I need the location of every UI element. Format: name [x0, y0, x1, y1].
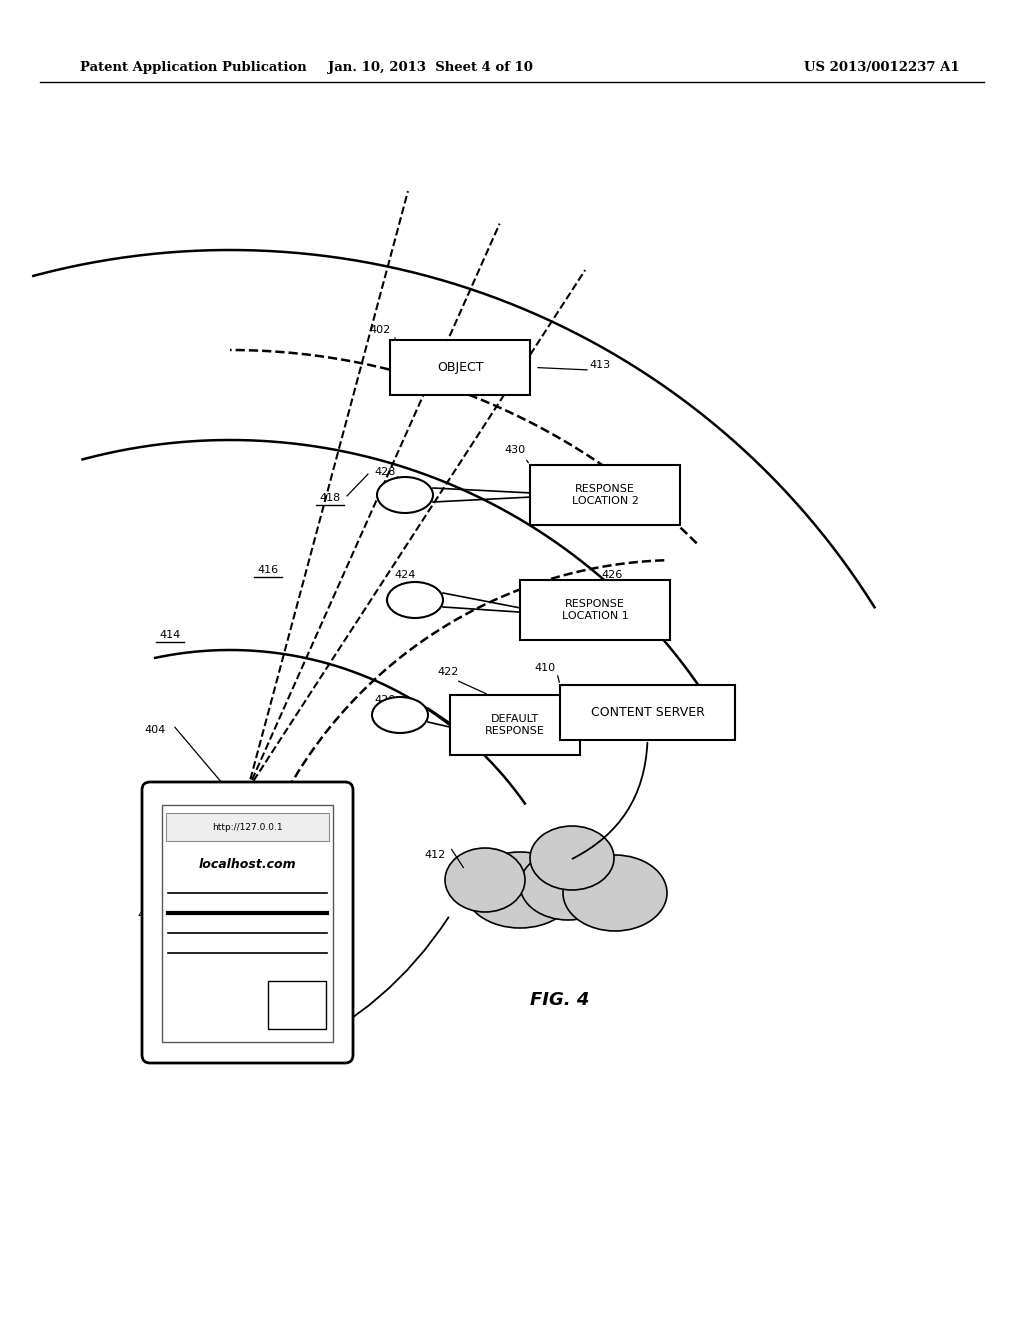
Text: 420: 420: [375, 696, 395, 705]
Bar: [560, 685, 735, 741]
Text: 406: 406: [189, 795, 211, 805]
Text: 404: 404: [144, 725, 166, 735]
Text: Jan. 10, 2013  Sheet 4 of 10: Jan. 10, 2013 Sheet 4 of 10: [328, 62, 532, 74]
Text: 413: 413: [590, 360, 610, 370]
Text: 408: 408: [137, 909, 159, 920]
Text: 426: 426: [601, 570, 623, 579]
Ellipse shape: [563, 855, 667, 931]
Text: 412: 412: [424, 850, 445, 861]
Text: 416: 416: [257, 565, 279, 576]
Text: 410: 410: [535, 663, 556, 673]
Text: DEFAULT
RESPONSE: DEFAULT RESPONSE: [485, 714, 545, 737]
Text: RESPONSE
LOCATION 1: RESPONSE LOCATION 1: [561, 599, 629, 622]
Text: FIG. 4: FIG. 4: [530, 991, 590, 1008]
Text: RESPONSE
LOCATION 2: RESPONSE LOCATION 2: [571, 484, 638, 506]
Bar: [166, 813, 329, 841]
FancyBboxPatch shape: [142, 781, 353, 1063]
Ellipse shape: [377, 477, 433, 513]
Text: 422: 422: [437, 667, 459, 677]
Text: 414: 414: [160, 630, 180, 640]
Text: http://127.0.0.1: http://127.0.0.1: [212, 822, 283, 832]
Bar: [162, 805, 333, 1041]
Bar: [520, 579, 670, 640]
Text: 432: 432: [307, 970, 329, 979]
Text: Patent Application Publication: Patent Application Publication: [80, 62, 307, 74]
Bar: [268, 981, 326, 1030]
Text: US 2013/0012237 A1: US 2013/0012237 A1: [805, 62, 961, 74]
Bar: [530, 465, 680, 525]
Ellipse shape: [387, 582, 443, 618]
Bar: [450, 696, 580, 755]
Ellipse shape: [520, 850, 616, 920]
Text: 428: 428: [375, 467, 395, 477]
Text: 402: 402: [370, 325, 390, 335]
Ellipse shape: [445, 847, 525, 912]
Text: CONTENT SERVER: CONTENT SERVER: [591, 706, 705, 719]
Ellipse shape: [465, 851, 575, 928]
Bar: [390, 341, 530, 395]
Text: 424: 424: [394, 570, 416, 579]
Ellipse shape: [530, 826, 614, 890]
Text: 418: 418: [319, 492, 341, 503]
Text: OBJECT: OBJECT: [437, 360, 483, 374]
Text: 430: 430: [505, 445, 525, 455]
Ellipse shape: [372, 697, 428, 733]
Text: localhost.com: localhost.com: [199, 858, 296, 871]
